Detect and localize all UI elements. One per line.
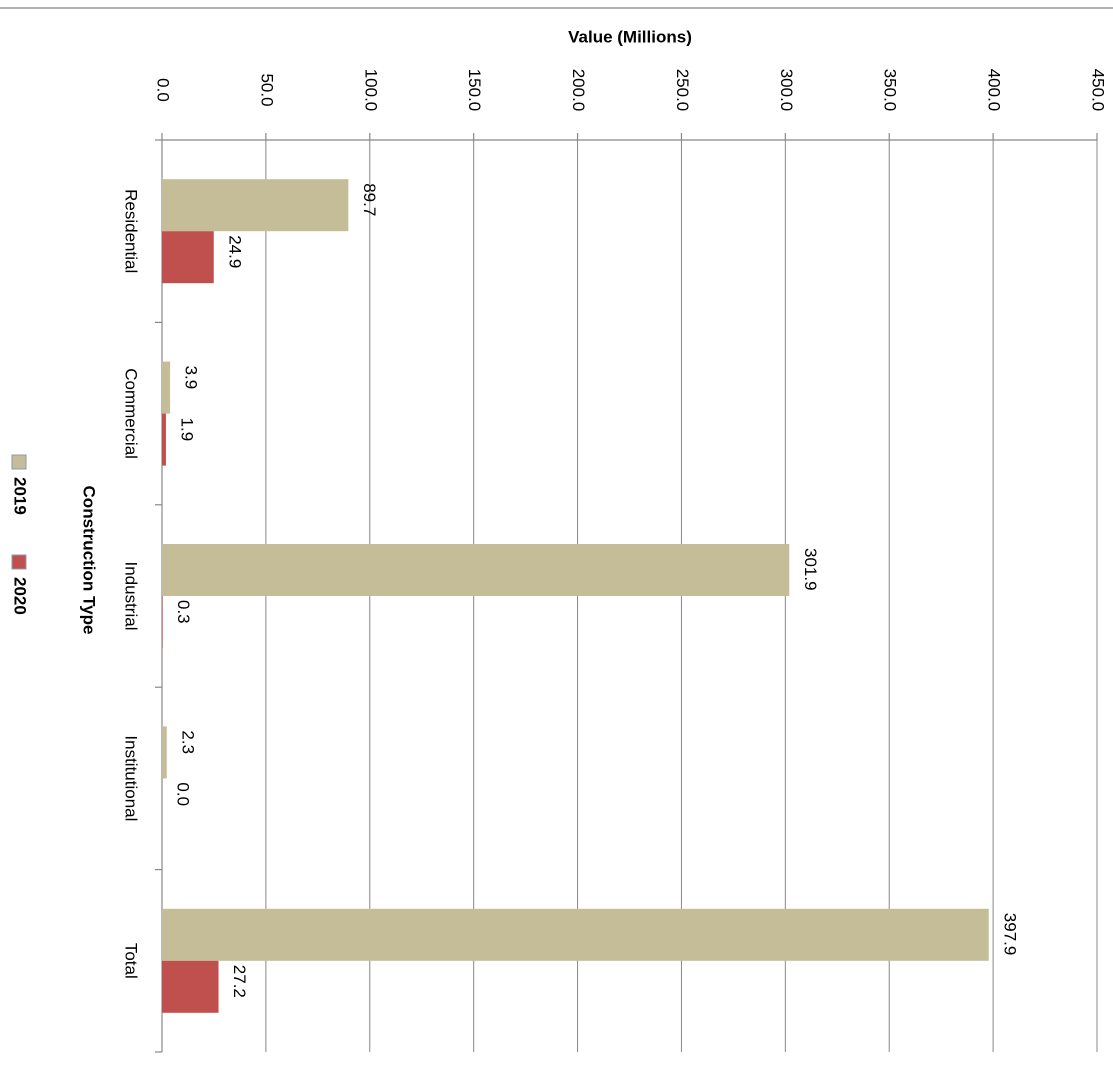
category-label: Institutional: [122, 735, 141, 821]
data-label: 397.9: [1000, 913, 1019, 956]
legend-label: 2019: [11, 477, 30, 515]
value-tick-label: 250.0: [673, 69, 692, 112]
value-axis-title: Value (Millions): [568, 27, 692, 46]
category-label: Commercial: [122, 368, 141, 459]
data-label: 0.3: [174, 600, 193, 624]
value-tick-label: 100.0: [361, 69, 380, 112]
data-label: 1.9: [177, 418, 196, 442]
bar: [162, 231, 214, 284]
bar: [162, 544, 790, 596]
value-tick-label: 0.0: [154, 78, 173, 102]
bar: [162, 908, 989, 961]
legend-label: 2020: [11, 577, 30, 615]
category-label: Industrial: [122, 562, 141, 631]
data-label: 24.9: [225, 235, 244, 268]
data-label: 3.9: [182, 366, 201, 390]
data-label: 301.9: [801, 548, 820, 591]
data-label: 2.3: [178, 730, 197, 754]
data-label: 89.7: [360, 183, 379, 216]
legend-swatch: [11, 554, 27, 570]
value-tick-label: 450.0: [1089, 69, 1108, 112]
bar: [162, 361, 171, 414]
category-label: Residential: [122, 189, 141, 273]
bar: [162, 960, 219, 1013]
value-tick-label: 200.0: [569, 69, 588, 112]
legend-swatch: [11, 454, 27, 470]
bar: [162, 179, 349, 232]
bar: [162, 413, 166, 466]
bar: [162, 596, 163, 648]
value-tick-label: 50.0: [257, 73, 276, 106]
value-tick-label: 150.0: [465, 69, 484, 112]
value-tick-label: 400.0: [985, 69, 1004, 112]
data-label: 27.2: [230, 965, 249, 998]
value-tick-label: 300.0: [777, 69, 796, 112]
category-axis-title: Construction Type: [80, 486, 99, 635]
value-tick-label: 350.0: [881, 69, 900, 112]
data-label: 0.0: [174, 782, 193, 806]
category-label: Total: [122, 943, 141, 979]
bar: [162, 726, 167, 779]
